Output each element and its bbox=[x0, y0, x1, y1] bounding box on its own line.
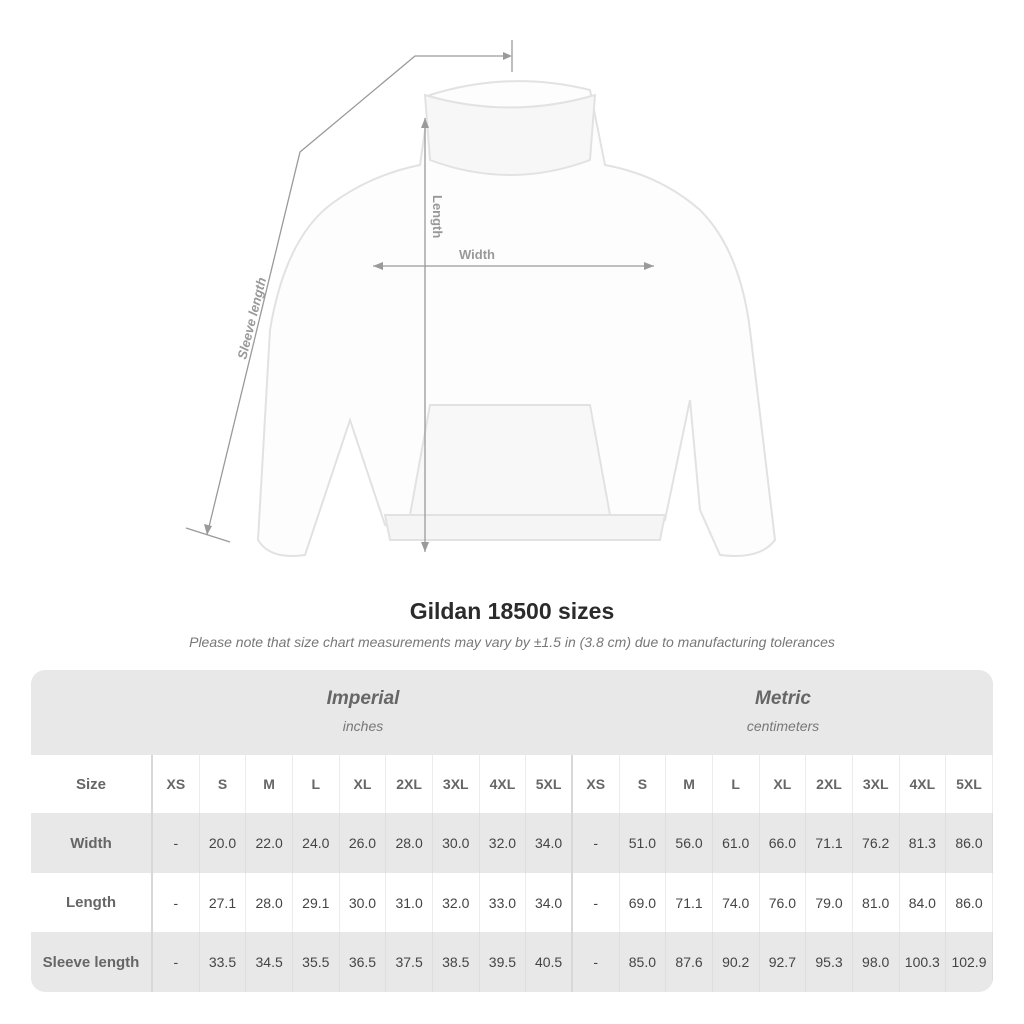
table-cell: 81.0 bbox=[853, 873, 900, 932]
table-cell: 36.5 bbox=[340, 932, 387, 992]
table-cell: 32.0 bbox=[480, 813, 527, 873]
table-cell: - bbox=[573, 932, 620, 992]
table-cell: 66.0 bbox=[760, 813, 807, 873]
table-cell: 4XL bbox=[900, 755, 947, 813]
row-label: Length bbox=[31, 873, 153, 932]
table-cell: 71.1 bbox=[806, 813, 853, 873]
table-cell: 95.3 bbox=[806, 932, 853, 992]
table-cell: 28.0 bbox=[386, 813, 433, 873]
imperial-unit: inches bbox=[342, 718, 384, 734]
table-cell: 100.3 bbox=[900, 932, 947, 992]
table-cell: - bbox=[573, 813, 620, 873]
table-cell: 87.6 bbox=[666, 932, 713, 992]
table-row: Sleeve length -33.5 34.5 35.5 36.5 37.5 38.5 39… bbox=[31, 932, 993, 992]
row-label: Size bbox=[31, 755, 153, 813]
table-cell: XL bbox=[340, 755, 387, 813]
table-row: Length -27.1 28.0 29.1 30.0 31.0 32.0 33.0 34.0-… bbox=[31, 873, 993, 932]
table-cell: 86.0 bbox=[946, 813, 993, 873]
hoodie-diagram: Sleeve length Length Width bbox=[185, 40, 777, 557]
table-cell: M bbox=[246, 755, 293, 813]
page-title: Gildan 18500 sizes bbox=[409, 598, 615, 624]
unit-header: Imperial inches Metric centimeters bbox=[31, 670, 993, 755]
table-cell: L bbox=[713, 755, 760, 813]
table-cell: 92.7 bbox=[760, 932, 807, 992]
table-cell: XS bbox=[153, 755, 200, 813]
table-cell: - bbox=[573, 873, 620, 932]
width-label: Width bbox=[459, 247, 495, 262]
table-cell: 51.0 bbox=[620, 813, 667, 873]
table-cell: 84.0 bbox=[900, 873, 947, 932]
table-cell: 2XL bbox=[386, 755, 433, 813]
table-cell: 76.2 bbox=[853, 813, 900, 873]
table-cell: 86.0 bbox=[946, 873, 993, 932]
table-cell: - bbox=[153, 813, 200, 873]
table-cell: 35.5 bbox=[293, 932, 340, 992]
table-cell: 34.0 bbox=[526, 873, 573, 932]
table-cell: 69.0 bbox=[620, 873, 667, 932]
size-header-row: Size XS S M L XL 2XL 3XL 4XL 5XL XS S M L XL 2XL 3XL 4XL 5… bbox=[31, 755, 993, 813]
imperial-title: Imperial bbox=[326, 688, 400, 709]
row-label: Sleeve length bbox=[31, 932, 153, 992]
size-table: Imperial inches Metric centimeters Size X… bbox=[31, 670, 993, 992]
table-cell: XL bbox=[760, 755, 807, 813]
table-cell: 85.0 bbox=[620, 932, 667, 992]
table-cell: 74.0 bbox=[713, 873, 760, 932]
table-cell: 98.0 bbox=[853, 932, 900, 992]
table-cell: 30.0 bbox=[340, 873, 387, 932]
table-row: Width -20.0 22.0 24.0 26.0 28.0 30.0 32.0 34.0-5… bbox=[31, 813, 993, 873]
table-cell: 71.1 bbox=[666, 873, 713, 932]
table-cell: 20.0 bbox=[200, 813, 247, 873]
hoodie-image bbox=[256, 80, 777, 557]
table-cell: 33.0 bbox=[480, 873, 527, 932]
table-cell: 90.2 bbox=[713, 932, 760, 992]
table-cell: M bbox=[666, 755, 713, 813]
imperial-header: Imperial inches bbox=[153, 688, 573, 734]
table-cell: XS bbox=[573, 755, 620, 813]
table-cell: - bbox=[153, 873, 200, 932]
tolerance-note: Please note that size chart measurements… bbox=[189, 634, 835, 650]
table-cell: 3XL bbox=[853, 755, 900, 813]
table-cell: 2XL bbox=[806, 755, 853, 813]
table-cell: 4XL bbox=[480, 755, 527, 813]
table-cell: 56.0 bbox=[666, 813, 713, 873]
sleeve-length-label: Sleeve length bbox=[234, 276, 269, 361]
table-cell: 34.0 bbox=[526, 813, 573, 873]
table-cell: - bbox=[153, 932, 200, 992]
metric-header: Metric centimeters bbox=[573, 688, 993, 734]
table-cell: 40.5 bbox=[526, 932, 573, 992]
table-cell: 34.5 bbox=[246, 932, 293, 992]
table-cell: 31.0 bbox=[386, 873, 433, 932]
table-cell: 24.0 bbox=[293, 813, 340, 873]
measurement-lines bbox=[185, 40, 654, 552]
table-cell: 39.5 bbox=[480, 932, 527, 992]
table-cell: 5XL bbox=[946, 755, 993, 813]
table-cell: 3XL bbox=[433, 755, 480, 813]
table-cell: 76.0 bbox=[760, 873, 807, 932]
table-cell: 30.0 bbox=[433, 813, 480, 873]
table-cell: 37.5 bbox=[386, 932, 433, 992]
table-cell: 26.0 bbox=[340, 813, 387, 873]
row-label: Width bbox=[31, 813, 153, 873]
table-cell: 81.3 bbox=[900, 813, 947, 873]
table-cell: S bbox=[620, 755, 667, 813]
metric-title: Metric bbox=[755, 688, 811, 709]
table-cell: 29.1 bbox=[293, 873, 340, 932]
table-cell: 61.0 bbox=[713, 813, 760, 873]
table-cell: 38.5 bbox=[433, 932, 480, 992]
table-cell: S bbox=[200, 755, 247, 813]
table-cell: 22.0 bbox=[246, 813, 293, 873]
table-cell: 27.1 bbox=[200, 873, 247, 932]
table-cell: 32.0 bbox=[433, 873, 480, 932]
length-label: Length bbox=[430, 195, 445, 238]
table-cell: L bbox=[293, 755, 340, 813]
table-cell: 33.5 bbox=[200, 932, 247, 992]
table-cell: 5XL bbox=[526, 755, 573, 813]
metric-unit: centimeters bbox=[746, 718, 820, 734]
table-cell: 28.0 bbox=[246, 873, 293, 932]
table-cell: 102.9 bbox=[946, 932, 993, 992]
table-cell: 79.0 bbox=[806, 873, 853, 932]
